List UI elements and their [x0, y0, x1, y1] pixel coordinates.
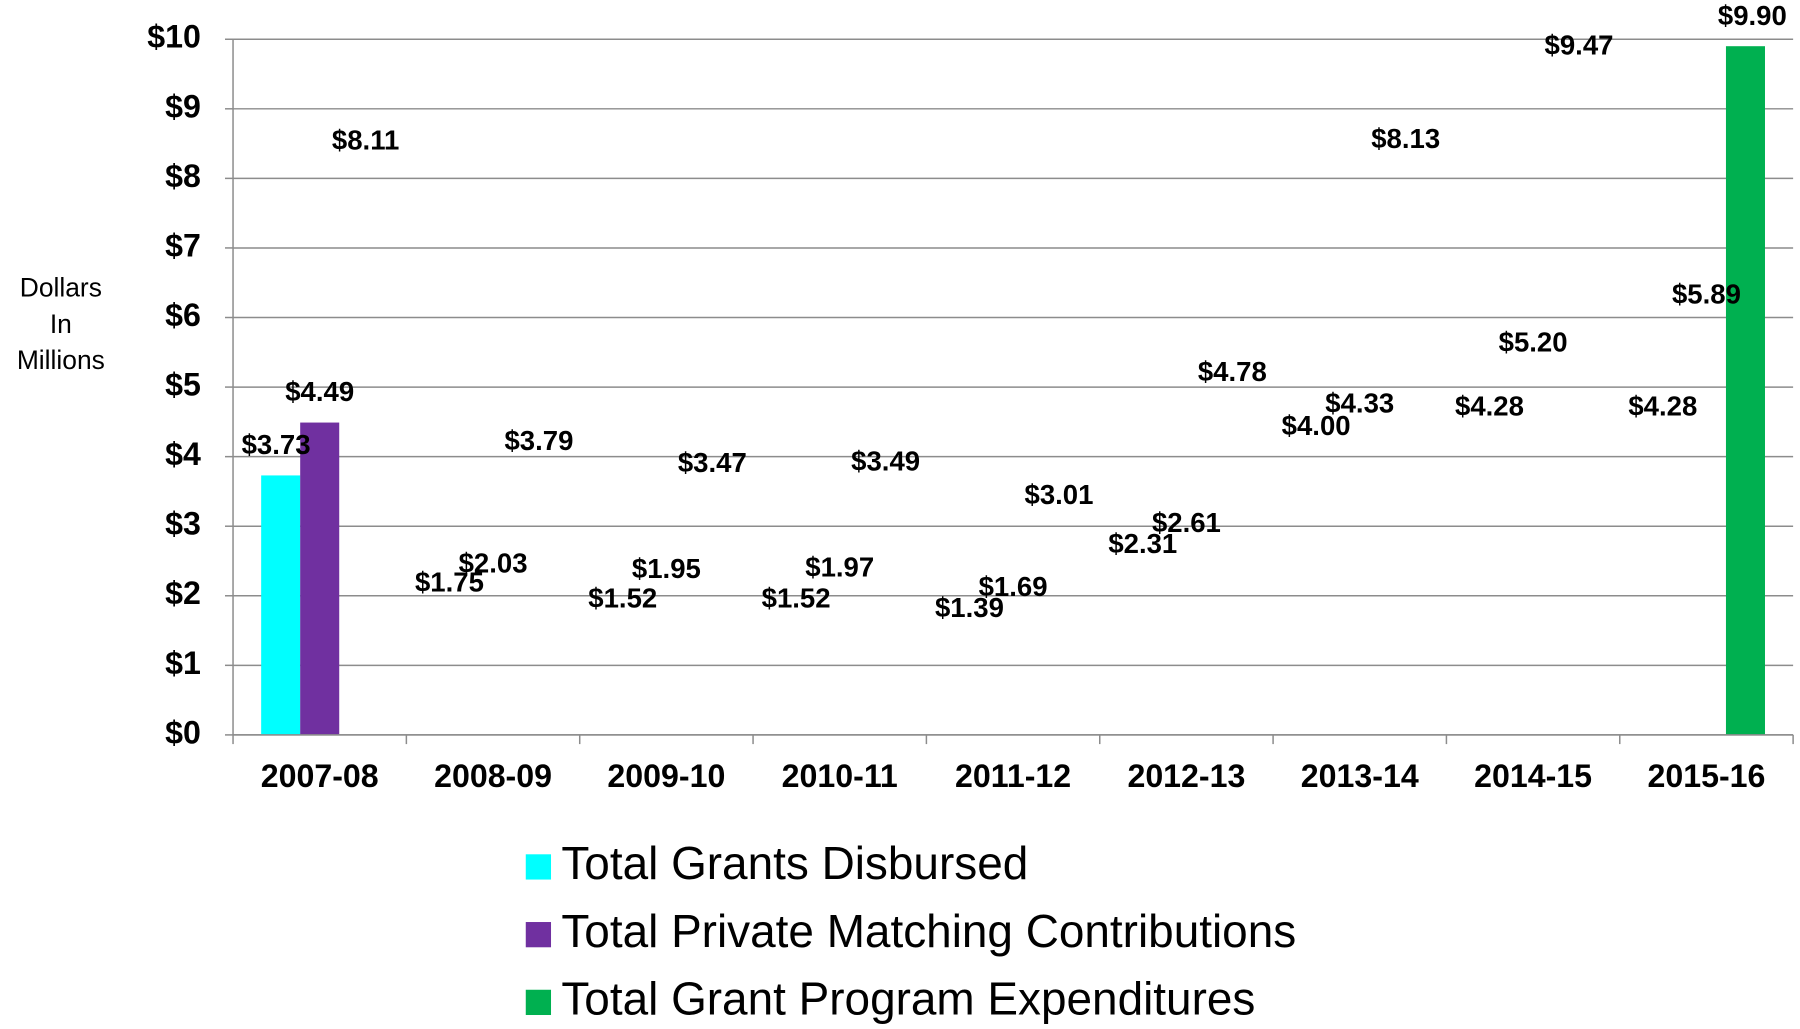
x-tick-label: 2011-12: [955, 758, 1071, 794]
bar: [994, 617, 1033, 735]
data-label: $3.47: [678, 447, 747, 478]
bar: [955, 638, 994, 735]
data-label: $4.33: [1325, 387, 1394, 418]
data-label: $1.95: [632, 553, 701, 584]
x-tick-label: 2007-08: [261, 758, 379, 794]
bar: [686, 494, 725, 735]
data-label: $4.28: [1455, 391, 1524, 422]
data-label: $1.39: [935, 592, 1004, 623]
y-tick-label: $3: [165, 506, 201, 542]
data-label: $3.49: [851, 446, 920, 477]
bar: [1475, 437, 1514, 735]
data-label: $1.75: [415, 567, 484, 598]
y-axis-title: Dollars: [20, 272, 102, 302]
bar: [1648, 437, 1687, 735]
data-label: $2.31: [1108, 528, 1177, 559]
y-tick-label: $7: [165, 227, 201, 263]
data-label: $8.11: [332, 124, 399, 155]
legend-swatch: [525, 854, 552, 880]
bar: [859, 492, 898, 735]
legend-label: Total Grants Disbursed: [561, 837, 1028, 889]
data-label: $5.89: [1672, 279, 1741, 310]
legend-swatch: [525, 989, 552, 1016]
y-tick-label: $1: [165, 645, 201, 681]
data-label: $3.73: [242, 429, 311, 460]
data-label: $1.52: [588, 583, 657, 614]
legend-swatch: [525, 922, 552, 948]
data-label: $9.90: [1718, 0, 1787, 31]
x-tick-label: 2010-11: [782, 758, 898, 794]
data-label: $1.69: [979, 571, 1048, 602]
legend-label: Total Private Matching Contributions: [561, 905, 1296, 957]
bar: [1033, 526, 1072, 735]
y-tick-label: $4: [165, 436, 201, 472]
bar: [647, 599, 686, 735]
bar: [1725, 46, 1765, 735]
legend-label: Total Grant Program Expenditures: [561, 973, 1255, 1025]
data-label: $4.00: [1282, 410, 1351, 441]
data-label: $4.78: [1198, 356, 1267, 387]
bar: [1514, 373, 1553, 735]
bar: [820, 598, 859, 735]
x-tick-label: 2009-10: [607, 758, 725, 794]
bar: [1379, 169, 1418, 735]
y-tick-label: $8: [165, 158, 201, 194]
data-label: $5.20: [1499, 327, 1568, 358]
y-axis-title: In: [50, 309, 72, 339]
y-tick-label: $6: [165, 297, 201, 333]
bar: [781, 629, 820, 735]
bar: [1128, 574, 1167, 735]
data-label: $2.03: [459, 547, 528, 578]
data-label: $9.47: [1545, 30, 1614, 61]
bar: [1340, 434, 1379, 735]
y-tick-label: $10: [147, 19, 201, 55]
data-label: $3.79: [504, 425, 573, 456]
bar: [339, 171, 378, 735]
y-tick-label: $9: [165, 88, 201, 124]
x-tick-label: 2014-15: [1474, 758, 1592, 794]
bar: [608, 629, 647, 735]
bar: [1553, 76, 1592, 735]
bar: [1206, 402, 1245, 735]
bar: [1167, 553, 1206, 735]
y-tick-label: $0: [165, 714, 201, 750]
y-axis-title: Millions: [17, 345, 105, 375]
data-label: $1.97: [805, 551, 874, 582]
data-label: $8.13: [1371, 123, 1440, 154]
data-label: $2.61: [1152, 507, 1221, 538]
data-label: $4.49: [285, 376, 354, 407]
bar: [261, 475, 301, 735]
bar: [474, 594, 513, 735]
x-tick-label: 2008-09: [434, 758, 552, 794]
bar: [435, 613, 474, 735]
x-tick-label: 2015-16: [1647, 758, 1765, 794]
bar: [513, 471, 552, 735]
y-tick-label: $5: [165, 367, 201, 403]
bar: [300, 422, 340, 735]
x-tick-label: 2012-13: [1127, 758, 1245, 794]
data-label: $4.28: [1628, 391, 1697, 422]
data-label: $1.52: [762, 583, 831, 614]
x-tick-label: 2013-14: [1301, 758, 1419, 794]
data-label: $3.01: [1025, 479, 1094, 510]
y-tick-label: $2: [165, 575, 201, 611]
